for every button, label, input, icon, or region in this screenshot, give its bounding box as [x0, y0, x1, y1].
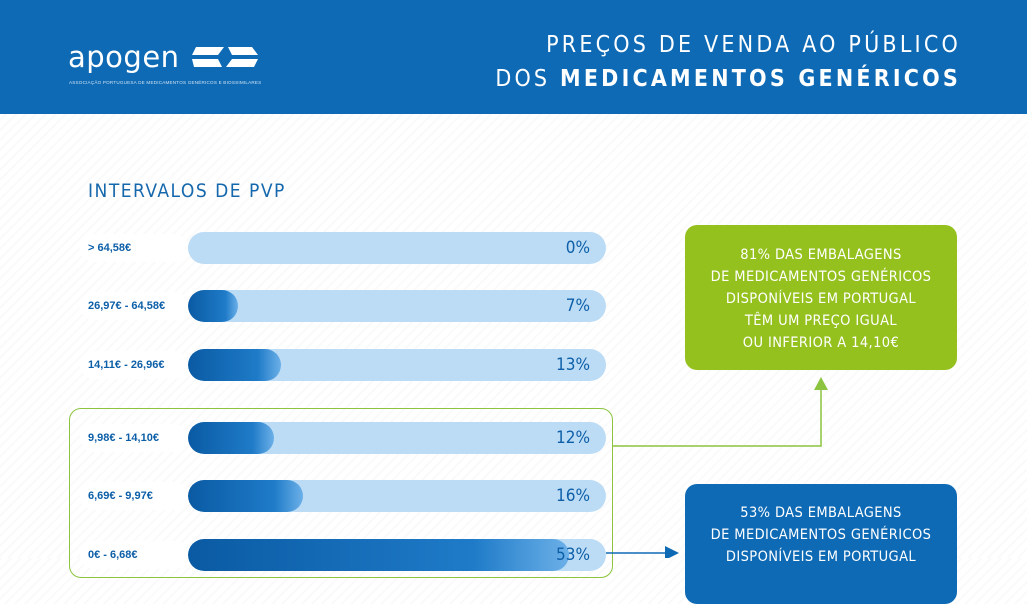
bar-track: 13%	[188, 349, 606, 381]
title-line-2-bold: MEDICAMENTOS GENÉRICOS	[560, 66, 961, 92]
blue-callout-line: 53% DAS EMBALAGENS	[740, 505, 902, 521]
green-callout-line: DISPONÍVEIS EM PORTUGAL	[725, 291, 917, 307]
bar-fill	[188, 480, 304, 512]
connector-lines	[606, 377, 828, 558]
bar-category-label: 26,97€ - 64,58€	[80, 292, 188, 320]
bar-track: 0%	[188, 232, 606, 264]
bar-value-label: 0%	[565, 238, 590, 258]
chart-title: INTERVALOS DE PVP	[88, 180, 286, 202]
bar-row: 9,98€ - 14,10€ 12%	[0, 422, 620, 454]
blue-callout-line: DE MEDICAMENTOS GENÉRICOS	[710, 527, 932, 543]
bar-value-label: 13%	[556, 355, 590, 375]
bar-value-label: 12%	[556, 428, 590, 448]
green-callout-line: 81% DAS EMBALAGENS	[740, 247, 902, 263]
title-line-2-prefix: DOS	[495, 66, 561, 92]
bar-fill	[188, 290, 239, 322]
bar-fill	[188, 349, 282, 381]
green-callout-line: OU INFERIOR A 14,10€	[742, 335, 900, 351]
bar-track: 12%	[188, 422, 606, 454]
bar-row: 26,97€ - 64,58€ 7%	[0, 290, 620, 322]
green-connector	[613, 388, 822, 447]
green-callout-line: TÊM UM PREÇO IGUAL	[744, 313, 898, 329]
title-line-1: PREÇOS DE VENDA AO PÚBLICO	[546, 32, 961, 58]
logo-text: apogen	[68, 40, 180, 74]
bar-value-label: 16%	[556, 486, 590, 506]
logo-subtitle: ASSOCIAÇÃO PORTUGUESA DE MEDICAMENTOS GE…	[69, 80, 262, 85]
bar-track: 7%	[188, 290, 606, 322]
bar-fill	[188, 422, 275, 454]
bar-row: 6,69€ - 9,97€ 16%	[0, 480, 620, 512]
title-line-2: DOS MEDICAMENTOS GENÉRICOS	[495, 62, 961, 96]
bar-category-label: > 64,58€	[80, 234, 188, 262]
bar-track: 16%	[188, 480, 606, 512]
blue-arrowhead	[665, 546, 679, 558]
callout-green: 81% DAS EMBALAGENS DE MEDICAMENTOS GENÉRI…	[685, 225, 957, 370]
header-banner: apogen ASSOCIAÇÃO PORTUGUESA DE MEDICAME…	[0, 0, 1027, 114]
bar-row: 14,11€ - 26,96€ 13%	[0, 349, 620, 381]
bar-row: > 64,58€ 0%	[0, 232, 620, 264]
callout-blue: 53% DAS EMBALAGENS DE MEDICAMENTOS GENÉRI…	[685, 484, 957, 604]
page-title: PREÇOS DE VENDA AO PÚBLICO DOS MEDICAMEN…	[495, 28, 961, 96]
green-arrowhead	[814, 377, 828, 390]
bar-value-label: 7%	[565, 296, 590, 316]
bar-category-label: 6,69€ - 9,97€	[80, 482, 188, 510]
bar-category-label: 9,98€ - 14,10€	[80, 424, 188, 452]
green-callout-line: DE MEDICAMENTOS GENÉRICOS	[710, 269, 932, 285]
blue-callout-line: DISPONÍVEIS EM PORTUGAL	[725, 549, 917, 565]
bar-category-label: 14,11€ - 26,96€	[80, 351, 188, 379]
logo-icon	[192, 47, 258, 67]
